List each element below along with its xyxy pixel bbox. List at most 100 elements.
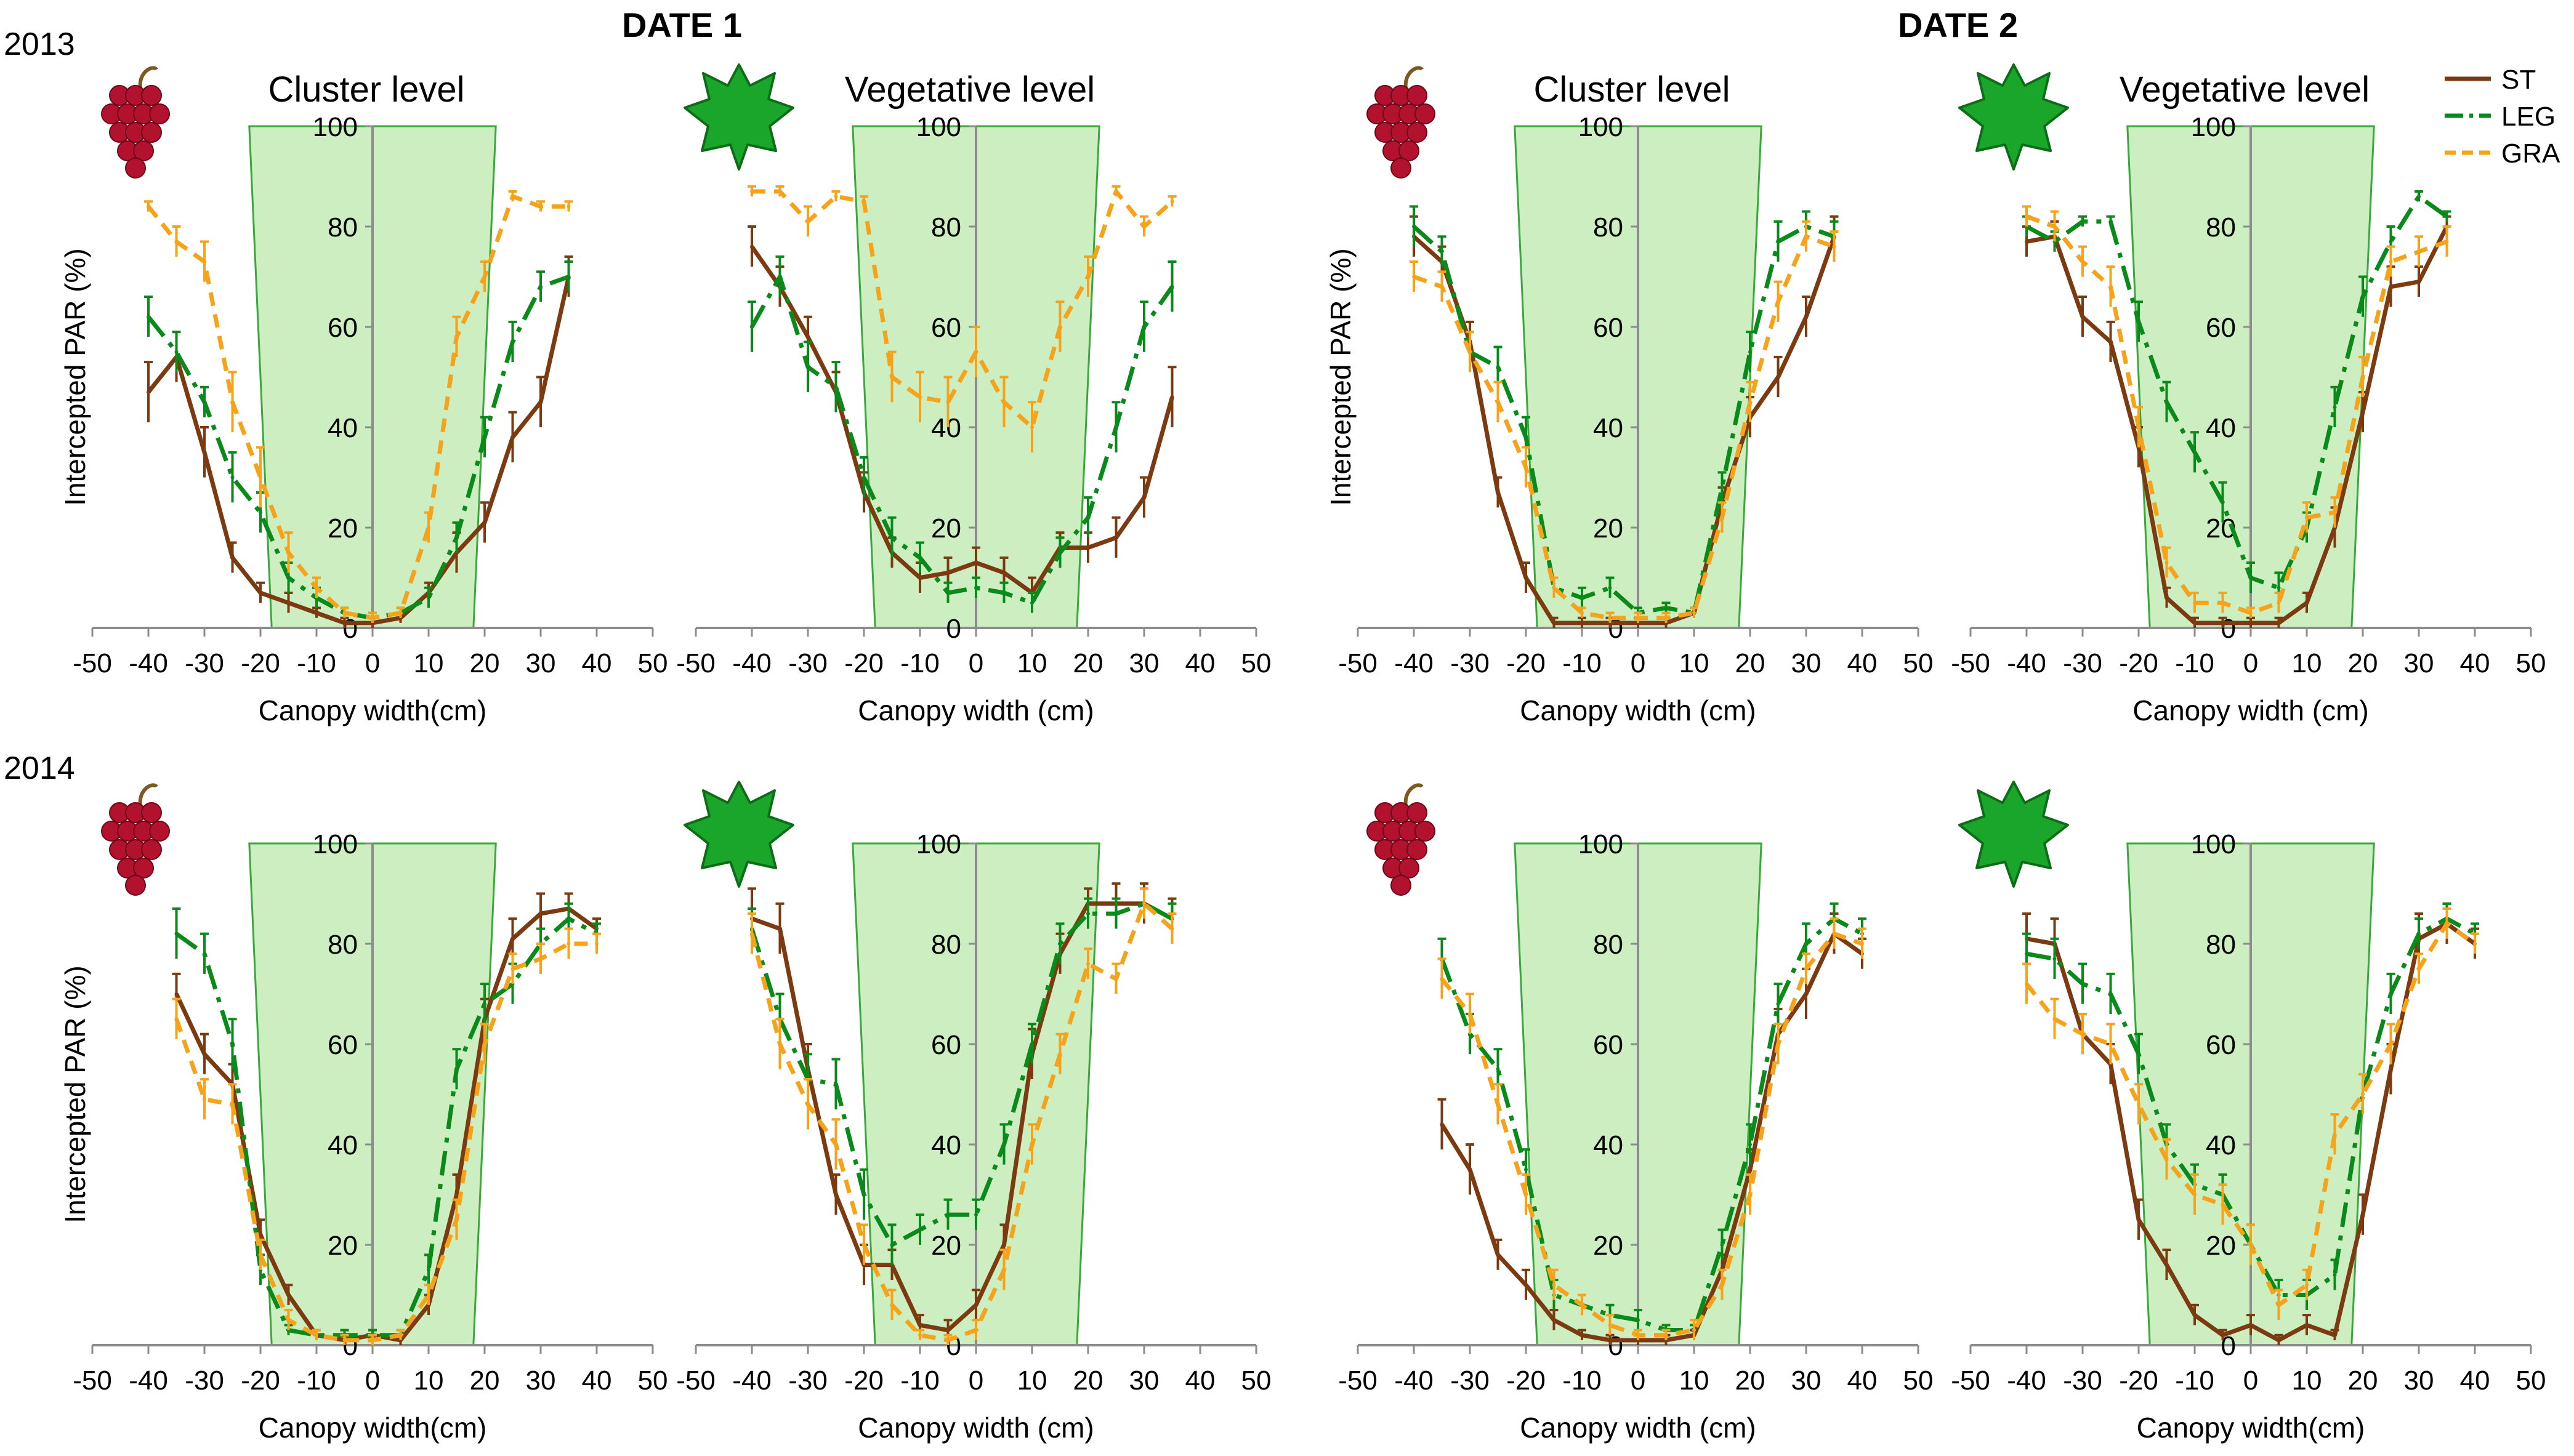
x-tick-label: 50 xyxy=(638,1366,668,1396)
data-point xyxy=(1412,275,1416,279)
data-point xyxy=(1086,275,1090,279)
series-line-gra xyxy=(1440,931,1863,1338)
y-tick-label: 60 xyxy=(931,1030,961,1060)
y-tick-label: 20 xyxy=(328,513,358,544)
data-point xyxy=(834,1082,838,1087)
data-point xyxy=(946,571,950,575)
data-point xyxy=(510,936,515,941)
data-point xyxy=(2389,992,2393,996)
grape-berry xyxy=(125,158,146,179)
chart-panel-2013-date1-vegetative: -50 -40 -30 -20 -10 0 10 20 30 40 50020406080100Ca… xyxy=(676,63,1271,726)
y-tick-label: 20 xyxy=(1593,513,1623,544)
x-axis-title: Canopy width (cm) xyxy=(858,1412,1094,1444)
x-tick-label: 40 xyxy=(2460,648,2490,678)
data-point xyxy=(595,942,599,946)
chart-panel-2013-date2-vegetative: -50 -40 -30 -20 -10 0 10 20 30 40 50020406080100Ca… xyxy=(1951,63,2546,726)
data-point xyxy=(2277,1303,2281,1307)
data-point xyxy=(2108,284,2113,289)
x-tick-label: -40 xyxy=(732,648,772,678)
data-point xyxy=(315,1333,318,1337)
data-point xyxy=(2025,239,2028,244)
grape-berry xyxy=(1398,140,1419,161)
x-axis-title: Canopy width (cm) xyxy=(2132,694,2368,726)
data-point xyxy=(1608,1338,1612,1342)
x-tick-label: -40 xyxy=(732,1366,772,1396)
x-tick-label: -10 xyxy=(297,648,336,678)
y-tick-label: 0 xyxy=(946,614,961,644)
data-point xyxy=(1748,350,1752,354)
data-point xyxy=(539,957,543,961)
y-tick-label: 100 xyxy=(313,829,358,859)
x-tick-label: -30 xyxy=(185,648,224,678)
x-tick-label: -30 xyxy=(185,1366,224,1396)
data-point xyxy=(2108,340,2113,344)
data-point xyxy=(371,1338,374,1342)
data-point xyxy=(1804,942,1808,946)
data-point xyxy=(2137,320,2140,324)
data-point xyxy=(427,1268,430,1272)
x-tick-label: -50 xyxy=(1951,1366,1990,1396)
data-point xyxy=(2221,601,2225,605)
data-point xyxy=(1580,596,1584,600)
x-tick-label: 40 xyxy=(582,648,612,678)
data-point xyxy=(2277,621,2281,625)
data-point xyxy=(890,1243,894,1247)
data-point xyxy=(806,1102,810,1106)
data-point xyxy=(2389,284,2393,289)
year-label-2013: 2013 xyxy=(4,26,75,62)
x-tick-label: 40 xyxy=(582,1366,612,1396)
data-point xyxy=(2052,957,2057,961)
data-point xyxy=(1058,1052,1062,1056)
data-point xyxy=(2108,219,2113,223)
data-point xyxy=(834,1143,838,1146)
data-point xyxy=(1552,585,1556,590)
data-point xyxy=(2305,1283,2309,1287)
data-point xyxy=(1776,1002,1780,1006)
data-point xyxy=(1114,189,1118,193)
x-tick-label: 40 xyxy=(1185,648,1216,678)
data-point xyxy=(2445,239,2449,244)
data-point xyxy=(1748,1193,1752,1197)
grape-berry xyxy=(133,858,154,879)
data-point xyxy=(230,555,235,560)
series-gra xyxy=(172,927,601,1345)
data-point xyxy=(1664,1333,1668,1337)
x-tick-label: -20 xyxy=(844,648,884,678)
x-tick-label: 0 xyxy=(969,1366,983,1396)
x-axis-title: Canopy width (cm) xyxy=(1520,1412,1756,1444)
grape-berry xyxy=(141,802,162,823)
data-point xyxy=(946,1328,950,1332)
data-point xyxy=(834,385,838,389)
y-tick-label: 80 xyxy=(2206,212,2236,243)
x-axis-title: Canopy width(cm) xyxy=(259,694,487,726)
data-point xyxy=(2193,1193,2197,1197)
data-point xyxy=(286,550,291,555)
data-point xyxy=(834,195,838,199)
data-point xyxy=(1664,616,1668,620)
grape-stem xyxy=(138,783,158,807)
grape-berry xyxy=(141,85,162,106)
data-point xyxy=(2333,1273,2337,1277)
series-line-gra xyxy=(2025,214,2448,616)
x-tick-label: 20 xyxy=(2348,648,2378,678)
data-point xyxy=(1496,1253,1500,1257)
data-point xyxy=(2221,1333,2225,1337)
x-tick-label: 30 xyxy=(1791,648,1822,678)
data-point xyxy=(974,585,978,590)
data-point xyxy=(2193,621,2197,625)
data-point xyxy=(2417,931,2421,936)
grape-stem xyxy=(138,66,158,90)
data-point xyxy=(2221,501,2225,505)
leaf-blade xyxy=(1958,781,2069,888)
data-point xyxy=(2137,1052,2140,1056)
data-point xyxy=(147,315,150,319)
data-point xyxy=(2108,1042,2113,1046)
panel-title: Cluster level xyxy=(1533,70,1730,110)
data-point xyxy=(1496,1102,1500,1106)
y-tick-label: 60 xyxy=(328,313,358,343)
series-gra xyxy=(144,190,573,623)
y-tick-label: 40 xyxy=(931,413,961,443)
data-point xyxy=(454,335,459,339)
data-point xyxy=(2025,982,2028,986)
y-tick-label: 60 xyxy=(1593,313,1623,343)
